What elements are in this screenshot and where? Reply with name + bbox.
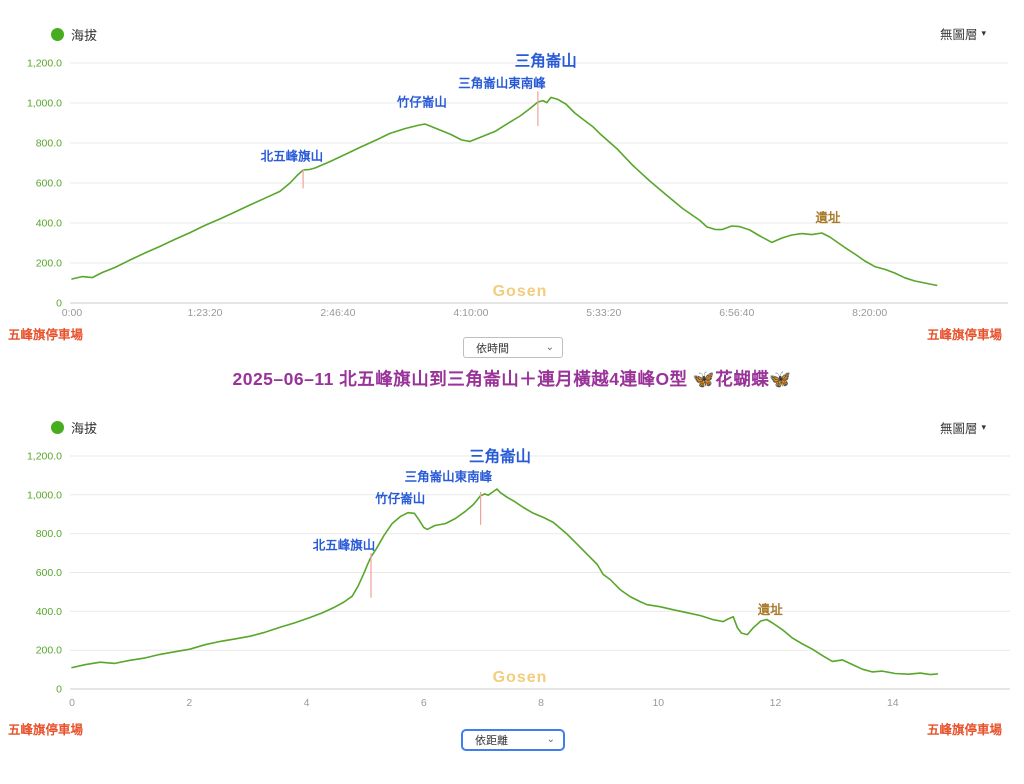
y-gridlines: 0 200.0 400.0 600.0 800.0 1,000.0 1,200.0: [27, 58, 1008, 310]
legend-elevation[interactable]: 海拔: [51, 25, 97, 44]
x-axis-mode-value: 依時間: [476, 342, 509, 355]
layer-select-label: 無圖層: [939, 28, 978, 42]
peak-label: 三角崙山: [469, 446, 531, 465]
chevron-down-icon: ▾: [981, 422, 986, 432]
chevron-down-icon: ▾: [981, 28, 986, 38]
legend-dot-icon: [51, 28, 64, 41]
chart-time-block: 0 200.0 400.0 600.0 800.0 1,000.0 1,200.0 0:00 1…: [0, 0, 1024, 360]
peak-label: 竹仔崙山: [374, 491, 425, 506]
x-tick-label: 10: [652, 697, 664, 709]
layer-select[interactable]: 無圖層 ▾: [940, 24, 986, 43]
y-gridlines: 0 200.0 400.0 600.0 800.0 1,000.0 1,200.0: [27, 451, 1010, 696]
layer-select-label: 無圖層: [939, 422, 978, 436]
page-title: 2025–06–11 北五峰旗山到三角崙山＋連月橫越4連峰O型 🦋花蝴蝶🦋: [232, 369, 792, 389]
x-tick-labels: 0 2 4 6 8 10 12 14: [69, 697, 899, 709]
legend-dot-icon: [51, 421, 64, 434]
x-tick-label: 0: [69, 697, 75, 709]
y-tick-label: 1,000.0: [27, 98, 62, 110]
x-axis-mode-select-time[interactable]: 依時間 ⌄: [463, 337, 563, 358]
legend-elevation[interactable]: 海拔: [51, 418, 97, 437]
chevron-down-icon: ⌄: [546, 734, 555, 745]
start-waypoint-label: 五峰旗停車場: [8, 723, 84, 737]
chart-distance-block: 0 200.0 400.0 600.0 800.0 1,000.0 1,200.0 0 2 4 6 8…: [0, 400, 1024, 784]
y-tick-label: 800.0: [36, 528, 62, 540]
peak-label: 三角崙山: [515, 51, 577, 70]
y-tick-label: 400.0: [36, 606, 62, 618]
y-tick-label: 400.0: [36, 218, 62, 230]
x-tick-label: 1:23:20: [187, 307, 222, 319]
y-tick-label: 200.0: [36, 258, 62, 270]
y-tick-label: 200.0: [36, 645, 62, 657]
end-waypoint-label: 五峰旗停車場: [926, 328, 1002, 342]
elevation-profile-distance-chart[interactable]: 0 200.0 400.0 600.0 800.0 1,000.0 1,200.0 0 2 4 6 8…: [0, 400, 1024, 720]
y-tick-label: 800.0: [36, 138, 62, 150]
site-label: 遺址: [757, 602, 784, 617]
peak-label: 三角崙山東南峰: [458, 75, 546, 90]
watermark-text: Gosen: [493, 669, 548, 686]
layer-select[interactable]: 無圖層 ▾: [940, 418, 986, 437]
y-tick-label: 1,200.0: [27, 451, 62, 463]
y-tick-label: 1,000.0: [27, 489, 62, 501]
legend-label: 海拔: [71, 28, 98, 43]
y-tick-label: 600.0: [36, 567, 62, 579]
watermark-text: Gosen: [493, 283, 548, 300]
start-waypoint-label: 五峰旗停車場: [8, 328, 84, 342]
legend-label: 海拔: [71, 421, 98, 436]
x-tick-label: 12: [770, 697, 782, 709]
x-tick-label: 4: [304, 697, 310, 709]
x-tick-label: 5:33:20: [586, 307, 621, 319]
x-axis-mode-value: 依距離: [475, 735, 508, 747]
x-tick-label: 6: [421, 697, 427, 709]
x-axis-mode-select-distance[interactable]: 依距離 ⌄: [461, 729, 565, 751]
site-label: 遺址: [814, 210, 841, 225]
x-tick-label: 4:10:00: [453, 307, 488, 319]
elevation-line: [71, 96, 938, 287]
chevron-down-icon: ⌄: [545, 341, 554, 353]
elevation-line: [71, 488, 939, 676]
peak-label: 北五峰旗山: [313, 538, 376, 553]
x-tick-labels: 0:00 1:23:20 2:46:40 4:10:00 5:33:20 6:56:40 8…: [62, 307, 888, 319]
x-tick-label: 8: [538, 697, 544, 709]
x-tick-label: 2: [186, 697, 192, 709]
y-tick-label: 0: [56, 684, 62, 696]
y-tick-label: 1,200.0: [27, 58, 62, 70]
x-tick-label: 14: [887, 697, 899, 709]
x-tick-label: 2:46:40: [320, 307, 355, 319]
x-tick-label: 6:56:40: [719, 307, 754, 319]
y-tick-label: 0: [56, 298, 62, 310]
peak-label: 三角崙山東南峰: [405, 469, 493, 484]
y-tick-label: 600.0: [36, 178, 62, 190]
end-waypoint-label: 五峰旗停車場: [926, 723, 1002, 737]
x-tick-label: 0:00: [62, 307, 83, 319]
elevation-profile-time-chart[interactable]: 0 200.0 400.0 600.0 800.0 1,000.0 1,200.0 0:00 1…: [0, 0, 1024, 330]
peak-label: 北五峰旗山: [261, 149, 324, 164]
x-tick-label: 8:20:00: [852, 307, 887, 319]
peak-label: 竹仔崙山: [396, 95, 447, 110]
